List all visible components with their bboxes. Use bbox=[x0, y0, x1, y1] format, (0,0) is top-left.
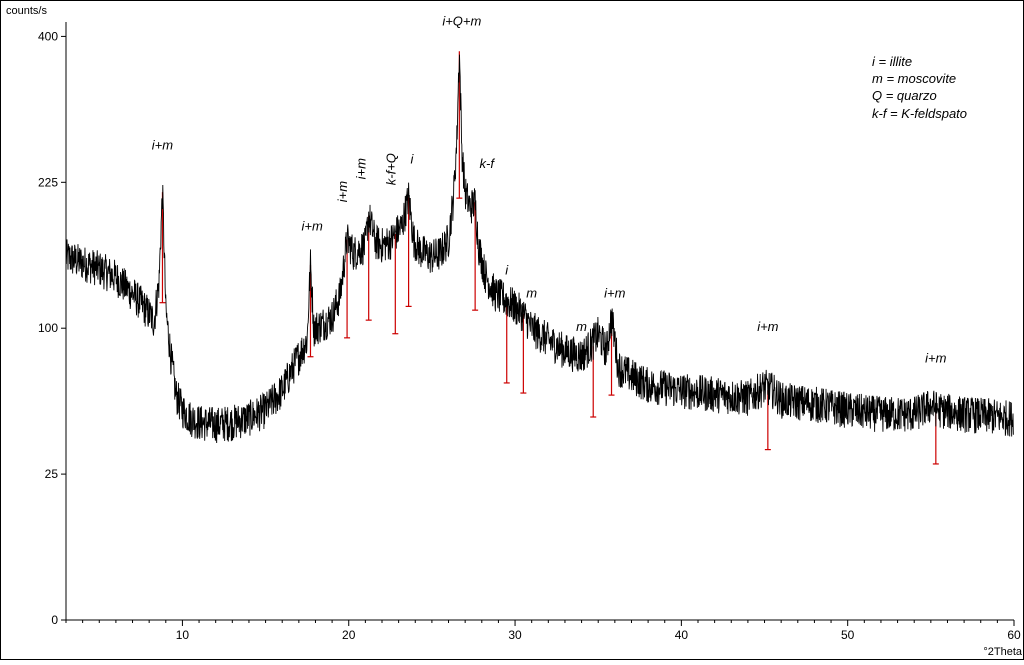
y-tick-label: 0 bbox=[51, 613, 58, 627]
legend-item-illite: i = illite bbox=[872, 54, 912, 69]
x-tick-label: 50 bbox=[841, 628, 855, 642]
legend: i = illite m = moscovite Q = quarzo k-f … bbox=[872, 54, 967, 121]
x-tick-label: 30 bbox=[508, 628, 522, 642]
y-tick-label: 400 bbox=[38, 29, 58, 43]
x-tick-label: 20 bbox=[342, 628, 356, 642]
trace-line bbox=[65, 54, 1015, 444]
peak-annotation: i bbox=[410, 151, 414, 166]
x-tick-label: 60 bbox=[1007, 628, 1021, 642]
peak-annotation: m bbox=[526, 286, 537, 301]
y-tick-label: 25 bbox=[45, 467, 59, 481]
peak-annotation: i+Q+m bbox=[442, 14, 481, 29]
peak-annotation: k-f+Q bbox=[383, 153, 398, 185]
legend-item-quarzo: Q = quarzo bbox=[872, 88, 937, 103]
y-tick-label: 100 bbox=[38, 321, 58, 335]
x-tick-label: 10 bbox=[176, 628, 190, 642]
peak-annotation: i+m bbox=[335, 181, 350, 202]
peak-annotation: i bbox=[505, 263, 509, 278]
x-tick-label: 40 bbox=[675, 628, 689, 642]
legend-item-moscovite: m = moscovite bbox=[872, 71, 956, 86]
peak-annotation: i+m bbox=[925, 350, 946, 365]
y-tick-label: 225 bbox=[38, 175, 58, 189]
peak-annotation: i+m bbox=[757, 319, 778, 334]
legend-item-k-feldspato: k-f = K-feldspato bbox=[872, 106, 967, 121]
peak-annotation: i+m bbox=[353, 158, 368, 179]
x-ticks: 10 20 30 40 50 60 bbox=[65, 620, 1021, 642]
x-unit-label: °2Theta bbox=[983, 646, 1023, 658]
peak-annotation: i+m bbox=[604, 286, 625, 301]
diffraction-trace bbox=[65, 54, 1015, 444]
peak-annotation: m bbox=[576, 319, 587, 334]
peak-annotation: i+m bbox=[152, 137, 173, 152]
peak-annotation: i+m bbox=[301, 219, 322, 234]
y-ticks: 0 25 100 225 400 bbox=[38, 29, 66, 627]
y-unit-label: counts/s bbox=[6, 5, 47, 17]
peak-annotation: k-f bbox=[480, 156, 496, 171]
